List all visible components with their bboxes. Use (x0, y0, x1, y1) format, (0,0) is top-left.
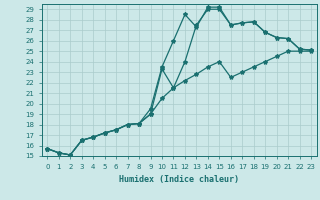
X-axis label: Humidex (Indice chaleur): Humidex (Indice chaleur) (119, 175, 239, 184)
